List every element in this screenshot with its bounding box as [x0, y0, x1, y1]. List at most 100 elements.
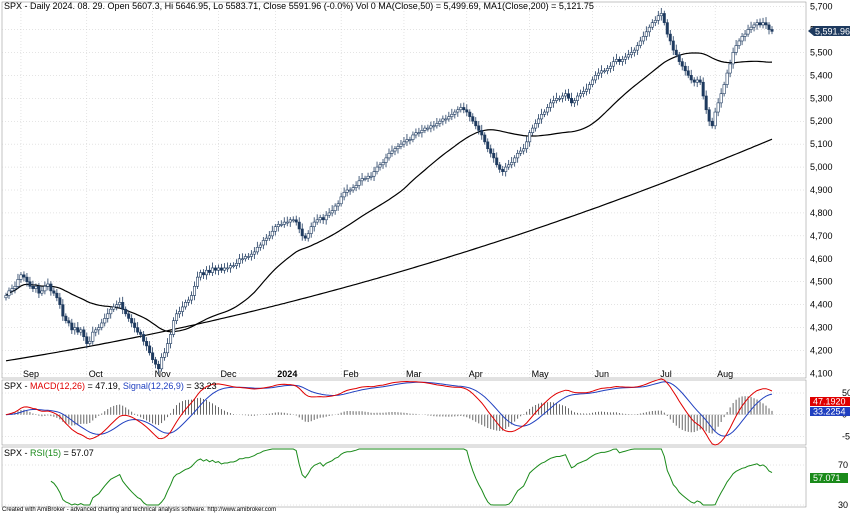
price-x-tick-label: Apr	[469, 369, 483, 379]
candle-body	[474, 120, 478, 127]
signal-badge-shape	[810, 407, 850, 416]
price-x-tick-label: May	[532, 369, 550, 379]
candle-body	[67, 320, 71, 324]
candle-body	[288, 219, 292, 223]
candle-body	[441, 118, 445, 122]
last-close-label: 5,591.96	[815, 27, 850, 37]
candle-body	[91, 331, 95, 342]
candle-body	[764, 22, 768, 26]
ma200-line	[5, 138, 773, 362]
candle-body	[752, 24, 756, 28]
candle-body	[578, 93, 582, 97]
candle-body	[605, 68, 609, 72]
signal-header-value: = 33.23	[184, 381, 217, 391]
candle-body	[734, 45, 738, 53]
candle-body	[151, 352, 155, 360]
candle-body	[608, 65, 612, 69]
candle-body	[620, 59, 624, 62]
price-y-tick-label: 4,700	[810, 231, 833, 241]
candle-body	[43, 285, 47, 292]
candle-body	[172, 320, 176, 335]
candle-body	[695, 79, 699, 83]
candle-body	[154, 359, 158, 365]
candle-body	[387, 153, 391, 159]
candle-body	[333, 205, 337, 211]
candle-body	[596, 72, 600, 76]
macd-badge: 47.1920	[810, 397, 850, 407]
candle-body	[103, 318, 107, 324]
candle-body	[602, 70, 606, 73]
candle-body	[767, 24, 771, 30]
price-y-tick-label: 5,500	[810, 47, 833, 57]
candle-body	[378, 164, 382, 168]
candle-body	[384, 157, 388, 163]
candle-body	[324, 214, 328, 221]
candle-body	[342, 191, 346, 198]
candle-body	[668, 33, 672, 42]
candle-body	[228, 265, 232, 269]
candle-body	[28, 281, 32, 287]
candle-body	[336, 203, 340, 207]
candle-body	[366, 175, 370, 179]
candle-body	[312, 221, 316, 227]
candle-body	[623, 56, 627, 60]
candle-body	[243, 256, 247, 260]
candle-body	[537, 118, 541, 124]
candle-body	[552, 100, 556, 104]
rsi-y-ticks: 70 30	[838, 460, 848, 510]
candle-body	[576, 95, 580, 101]
candle-body	[528, 132, 532, 143]
candle-body	[381, 162, 385, 166]
candle-body	[525, 141, 529, 150]
candle-body	[109, 308, 113, 315]
candle-body	[674, 49, 678, 56]
candle-body	[22, 274, 26, 278]
signal-badge: 33.2254	[810, 407, 850, 417]
candle-body	[252, 251, 256, 255]
candle-body	[593, 75, 597, 81]
candle-body	[249, 253, 253, 257]
candle-body	[210, 267, 214, 273]
price-y-tick-label: 4,900	[810, 185, 833, 195]
candle-body	[255, 247, 259, 253]
rsi-badge-label: 57.071	[813, 473, 841, 483]
candle-body	[360, 178, 364, 182]
candle-body	[40, 290, 44, 294]
candle-body	[501, 169, 505, 172]
candle-body	[112, 306, 116, 310]
candle-body	[279, 224, 283, 226]
candle-body	[175, 313, 179, 321]
price-y-tick-label: 5,400	[810, 70, 833, 80]
candle-body	[282, 221, 286, 225]
candle-body	[662, 13, 666, 23]
candle-body	[617, 59, 621, 62]
candle-body	[746, 29, 750, 35]
candle-body	[393, 148, 397, 152]
candle-body	[306, 233, 310, 239]
candle-body	[118, 302, 122, 305]
candle-body	[339, 196, 343, 205]
candle-body	[567, 93, 571, 99]
candle-body	[58, 297, 62, 305]
candle-body	[698, 79, 702, 83]
candle-body	[540, 114, 544, 120]
candle-body	[725, 72, 729, 85]
candle-body	[632, 49, 636, 53]
candle-body	[635, 45, 639, 51]
candle-body	[351, 187, 355, 191]
candle-body	[665, 22, 669, 35]
rsi-panel-frame	[1, 446, 807, 508]
candle-body	[495, 157, 499, 166]
candle-body	[396, 146, 400, 150]
candle-body	[519, 150, 523, 154]
candle-body	[743, 33, 747, 37]
macd-badge-shape	[810, 397, 850, 406]
candle-body	[237, 258, 241, 264]
rsi-header-prefix: SPX -	[4, 448, 30, 458]
candle-body	[564, 93, 568, 97]
candle-body	[629, 52, 633, 56]
candle-body	[677, 54, 681, 62]
candle-body	[270, 230, 274, 237]
price-panel: 4,100 4,200 4,300 4,400 4,500 4,600 4,700 4,800…	[1, 1, 850, 379]
